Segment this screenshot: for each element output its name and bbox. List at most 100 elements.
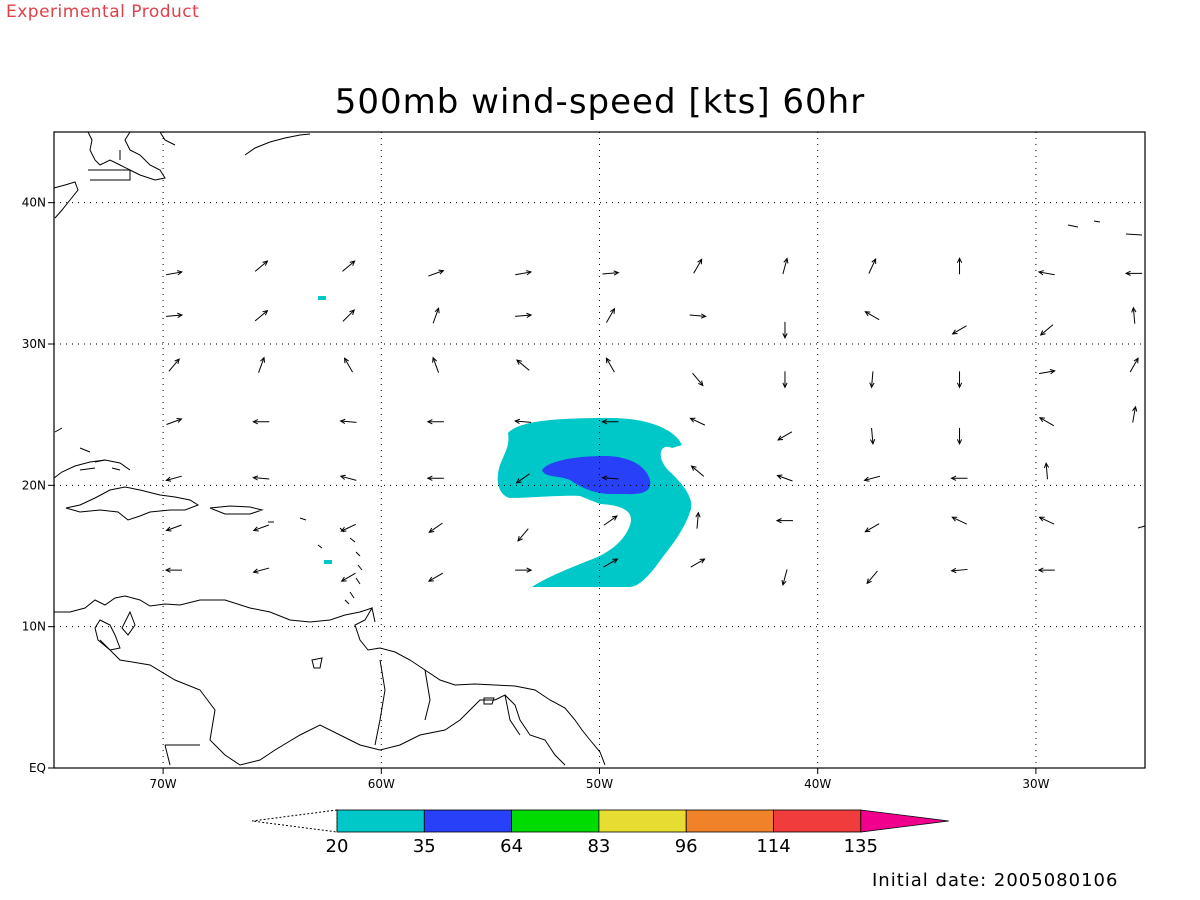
wind-vector — [605, 357, 615, 373]
x-tick-label: 60W — [368, 777, 395, 791]
wind-vector — [695, 511, 701, 529]
colorbar: 20 35 64 83 96 114 135 — [251, 809, 949, 857]
wind-vector — [432, 307, 440, 324]
wind-vector — [342, 260, 356, 272]
coastline-south-america — [54, 595, 606, 766]
y-tick-label: 20N — [22, 478, 46, 492]
colorbar-level-label: 64 — [500, 836, 523, 857]
initial-date-label: Initial date: 2005080106 — [872, 870, 1119, 891]
wind-vector — [343, 357, 354, 373]
wind-vector — [165, 524, 182, 532]
coastline-south-america-borders — [99, 639, 566, 766]
wind-vector — [951, 516, 967, 525]
wind-vector — [782, 257, 789, 275]
wind-vector — [515, 567, 533, 573]
colorbar-swatch — [773, 809, 862, 833]
wind-vector — [601, 419, 619, 425]
colorbar-swatch — [423, 809, 512, 833]
wind-vector — [514, 418, 532, 425]
wind-vector — [601, 475, 619, 481]
chart-title: 500mb wind-speed [kts] 60hr — [334, 82, 866, 122]
wind-vector — [956, 257, 963, 275]
x-tick-label: 50W — [586, 777, 613, 791]
wind-vector — [1131, 306, 1137, 324]
shading-35-64kts — [542, 456, 651, 495]
wind-vector — [339, 418, 357, 425]
wind-vector — [252, 567, 270, 574]
wind-vector — [252, 419, 270, 425]
wind-vector — [782, 371, 788, 389]
wind-vector — [168, 358, 180, 372]
y-tick-label: 40N — [22, 196, 46, 210]
colorbar-level-label: 83 — [587, 836, 610, 857]
colorbar-level-label: 35 — [413, 836, 436, 857]
wind-vector — [258, 356, 266, 373]
wind-vector — [1038, 516, 1055, 525]
coastline-cuba — [53, 459, 131, 479]
coastline-puerto-rico — [209, 505, 264, 515]
colorbar-level-label: 135 — [844, 836, 878, 857]
wind-vector — [1037, 270, 1055, 276]
wind-vector — [775, 518, 793, 524]
experimental-product-label: Experimental Product — [6, 2, 200, 22]
coastline-azores — [1067, 220, 1143, 236]
wind-vector — [869, 427, 876, 445]
colorbar-swatch — [598, 809, 687, 833]
colorbar-swatch — [336, 809, 425, 833]
grid-lines — [54, 132, 1145, 768]
coastlines — [53, 131, 1146, 766]
wind-vector — [252, 475, 270, 481]
coastline-state-lines — [88, 150, 131, 181]
wind-vector — [428, 269, 445, 277]
wind-vector — [426, 475, 444, 481]
wind-speed-shading — [318, 296, 692, 587]
wind-vector — [1129, 357, 1139, 373]
shading-20-35kts-small — [318, 296, 326, 300]
wind-vector — [252, 524, 269, 532]
coastline-north-america — [53, 131, 166, 219]
wind-vector — [951, 325, 967, 335]
wind-vector — [164, 567, 183, 573]
wind-vector — [427, 572, 444, 582]
wind-vector — [516, 359, 530, 371]
wind-vector — [602, 270, 620, 276]
wind-vector — [689, 313, 707, 319]
colorbar-upper-triangle — [860, 809, 949, 833]
wind-vector — [340, 572, 356, 582]
wind-vector — [603, 558, 619, 568]
wind-vector — [432, 356, 440, 373]
wind-vector — [866, 570, 878, 585]
coastline-small-island-south — [483, 697, 495, 705]
wind-vector — [868, 257, 877, 274]
wind-vector — [864, 523, 880, 533]
x-tick-label: 30W — [1022, 777, 1049, 791]
colorbar-lower-triangle — [251, 809, 338, 833]
wind-vector — [515, 473, 530, 484]
wind-vector — [603, 515, 618, 526]
coastline-trinidad — [311, 657, 323, 669]
wind-vector — [1038, 369, 1056, 375]
wind-vector — [690, 465, 705, 477]
y-tick-label: 30N — [22, 337, 46, 351]
wind-vector — [165, 475, 182, 482]
wind-vector — [776, 474, 793, 482]
y-tick-label: EQ — [29, 761, 46, 775]
wind-vector — [782, 321, 788, 340]
x-tick-label: 70W — [150, 777, 177, 791]
wind-vector — [950, 567, 968, 574]
wind-vector — [781, 569, 788, 587]
wind-vector — [956, 371, 963, 389]
wind-vector — [777, 431, 793, 441]
colorbar-level-label: 114 — [756, 836, 790, 857]
shading-20-35kts — [497, 418, 692, 587]
wind-vector — [869, 371, 875, 389]
wind-vector — [339, 474, 357, 481]
wind-vector — [864, 311, 880, 321]
wind-vector — [517, 528, 529, 542]
colorbar-swatch — [685, 809, 774, 833]
wind-vector — [428, 522, 443, 533]
wind-vector — [956, 427, 963, 446]
wind-vector — [515, 270, 533, 276]
wind-vector — [605, 307, 615, 323]
